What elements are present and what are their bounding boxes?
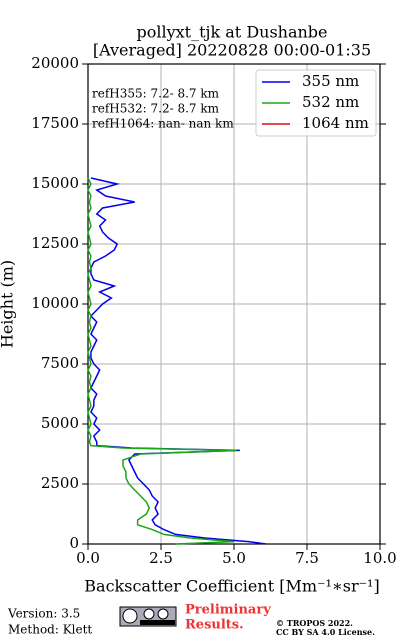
preliminary: Preliminary [185, 603, 271, 618]
chart-title: pollyxt_tjk at Dushanbe [136, 23, 327, 42]
version: Version: 3.5 [7, 607, 80, 621]
y-tick-label: 20000 [31, 54, 79, 72]
y-axis-label: Height (m) [0, 260, 17, 348]
legend-label: 532 nm [302, 93, 359, 111]
y-tick-label: 12500 [31, 234, 79, 252]
method: Method: Klett [8, 623, 92, 637]
profile-line [87, 177, 237, 545]
annotation: refH532: 7.2- 8.7 km [92, 102, 220, 116]
y-tick-label: 15000 [31, 174, 79, 192]
x-axis-label: Backscatter Coefficient [Mm⁻¹∗sr⁻¹] [84, 577, 379, 596]
y-tick-label: 2500 [41, 474, 79, 492]
y-tick-label: 7500 [41, 354, 79, 372]
profile-line [89, 177, 267, 545]
legend-box [255, 69, 377, 137]
x-tick-label: 2.5 [149, 549, 173, 567]
cc-logo [119, 606, 177, 627]
chart-subtitle: [Averaged] 20220828 00:00-01:35 [93, 41, 371, 60]
y-tick-label: 10000 [31, 294, 79, 312]
legend-label: 355 nm [302, 72, 359, 90]
y-tick-label: 5000 [41, 414, 79, 432]
preliminary: Results. [185, 618, 244, 633]
y-tick-label: 0 [69, 534, 79, 552]
license: © TROPOS 2022. [276, 618, 353, 628]
x-tick-label: 10.0 [363, 549, 396, 567]
x-tick-label: 7.5 [295, 549, 319, 567]
plot-frame [87, 63, 381, 545]
x-tick-label: 0.0 [76, 549, 100, 567]
annotation: refH355: 7.2- 8.7 km [92, 87, 220, 101]
y-tick-label: 17500 [31, 114, 79, 132]
x-tick-label: 5.0 [222, 549, 246, 567]
license: CC BY SA 4.0 License. [276, 627, 375, 637]
annotation: refH1064: nan- nan km [92, 117, 234, 131]
legend-label: 1064 nm [302, 114, 369, 132]
